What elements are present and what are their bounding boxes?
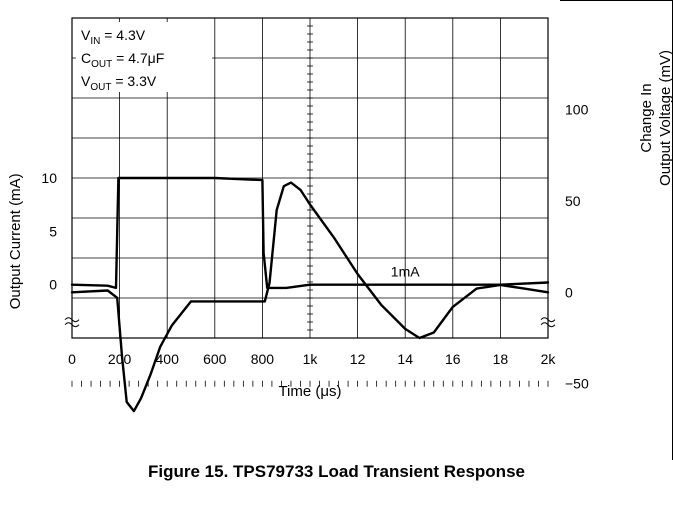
condition-value: = 4.7μF xyxy=(112,50,164,66)
conditions-backing xyxy=(76,22,212,92)
x-tick-label: 12 xyxy=(350,351,366,367)
current-tick-label: 5 xyxy=(49,223,57,239)
voltage-tick-label: 100 xyxy=(565,101,589,117)
condition-label: VIN = 4.3V xyxy=(81,27,146,47)
condition-symbol: C xyxy=(81,50,91,66)
x-tick-label: 400 xyxy=(156,351,180,367)
condition-value: = 3.3V xyxy=(111,73,156,89)
voltage-axis-title-line: Output Voltage (mV) xyxy=(657,50,673,186)
x-tick-label: 1k xyxy=(303,351,319,367)
x-tick-label: 200 xyxy=(108,351,132,367)
x-tick-label: 800 xyxy=(251,351,275,367)
current-tick-label: 10 xyxy=(41,170,57,186)
axis-break-mark xyxy=(540,322,556,328)
condition-value: = 4.3V xyxy=(100,27,145,43)
voltage-axis-title-line: Change In xyxy=(638,83,655,152)
axis-break-right xyxy=(540,317,556,328)
current-trace xyxy=(70,176,550,290)
condition-symbol: V xyxy=(81,73,91,89)
x-tick-label: 16 xyxy=(445,351,461,367)
voltage-trace xyxy=(70,181,550,413)
condition-symbol: V xyxy=(81,27,91,43)
voltage-tick-label: 0 xyxy=(565,284,573,300)
condition-label: VOUT = 3.3V xyxy=(81,73,157,93)
current-tick-label: 0 xyxy=(49,277,57,293)
x-tick-label: 600 xyxy=(203,351,227,367)
x-axis-title: Time (μs) xyxy=(278,383,341,400)
axis-break-mark xyxy=(64,317,80,323)
x-tick-label: 14 xyxy=(397,351,413,367)
condition-subscript: IN xyxy=(90,36,100,47)
current-axis-title: Output Current (mA) xyxy=(7,173,24,309)
condition-label: COUT = 4.7μF xyxy=(81,50,164,70)
voltage-tick-label: 50 xyxy=(565,193,581,209)
voltage-tick-label: −50 xyxy=(565,376,589,392)
x-tick-label: 0 xyxy=(68,351,76,367)
figure-caption: Figure 15. TPS79733 Load Transient Respo… xyxy=(148,462,525,481)
x-tick-label: 2k xyxy=(541,351,557,367)
current-annotation: 1mA xyxy=(391,264,420,280)
condition-subscript: OUT xyxy=(90,82,111,93)
axis-break-mark xyxy=(64,322,80,328)
x-tick-label: 18 xyxy=(493,351,509,367)
axis-break-left xyxy=(64,317,80,328)
condition-subscript: OUT xyxy=(91,59,112,70)
axis-break-mark xyxy=(540,317,556,323)
voltage-axis-title: Change In Output Voltage (mV) xyxy=(638,50,673,186)
